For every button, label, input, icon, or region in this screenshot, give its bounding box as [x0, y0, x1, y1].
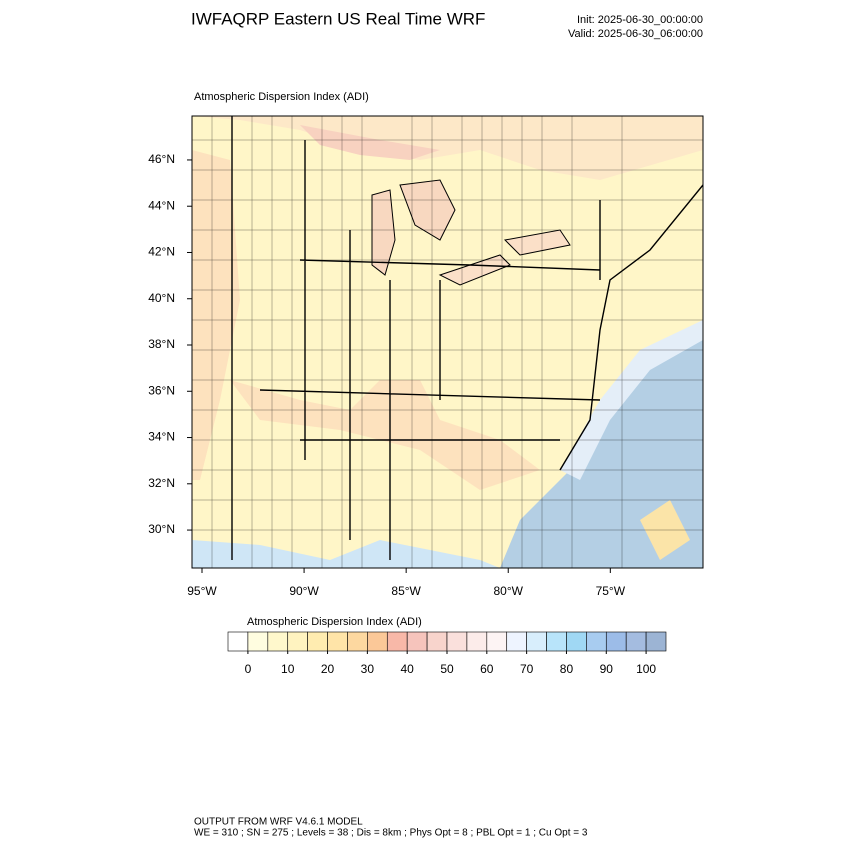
colorbar-box [227, 631, 249, 652]
colorbar-box [625, 631, 647, 652]
colorbar-box [586, 631, 607, 652]
colorbar-box [367, 631, 388, 652]
y-tick-label: 34°N [148, 430, 175, 444]
colorbar-tick-label: 50 [440, 662, 454, 676]
colorbar-box [327, 631, 348, 652]
y-tick-label: 42°N [148, 245, 175, 259]
colorbar-title: Atmospheric Dispersion Index (ADI) [247, 616, 422, 628]
y-tick-label: 46°N [148, 152, 175, 166]
init-time: Init: 2025-06-30_00:00:00 [577, 14, 703, 26]
colorbar-box [267, 631, 289, 652]
colorbar-box [347, 631, 368, 652]
colorbar-tick-label: 90 [600, 662, 614, 676]
colorbar-box [307, 631, 328, 652]
colorbar-box [287, 631, 308, 652]
y-tick-label: 32°N [148, 476, 175, 490]
map [192, 116, 703, 568]
colorbar-tick-label: 60 [480, 662, 494, 676]
x-tick-label: 90°W [289, 584, 319, 598]
colorbar-tick-label: 40 [401, 662, 415, 676]
colorbar-tick-label: 80 [560, 662, 574, 676]
footer-line: OUTPUT FROM WRF V4.6.1 MODEL [194, 817, 363, 828]
x-tick-label: 95°W [187, 584, 217, 598]
colorbar-box [466, 631, 488, 652]
map-frame [191, 115, 704, 569]
y-tick-label: 40°N [148, 291, 175, 305]
colorbar-tick-label: 70 [520, 662, 534, 676]
colorbar-tick-label: 10 [281, 662, 295, 676]
colorbar-box [406, 631, 428, 652]
y-tick-label: 38°N [148, 337, 175, 351]
x-tick-label: 75°W [596, 584, 626, 598]
title: IWFAQRP Eastern US Real Time WRF [191, 9, 485, 28]
colorbar-tick-label: 100 [636, 662, 656, 676]
valid-time: Valid: 2025-06-30_06:00:00 [568, 28, 703, 40]
y-tick-label: 44°N [148, 198, 175, 212]
colorbar-box [526, 631, 547, 652]
colorbar-box [486, 631, 508, 652]
y-tick-label: 36°N [148, 383, 175, 397]
colorbar-box [605, 631, 627, 652]
colorbar-box [506, 631, 527, 652]
x-tick-label: 80°W [493, 584, 523, 598]
x-tick-label: 85°W [391, 584, 421, 598]
colorbar-box [566, 631, 587, 652]
y-tick-label: 30°N [148, 522, 175, 536]
colorbar-tick-label: 0 [245, 662, 252, 676]
footer-line: WE = 310 ; SN = 275 ; Levels = 38 ; Dis … [194, 828, 588, 839]
colorbar-box [247, 631, 269, 652]
colorbar-box [426, 631, 448, 652]
colorbar-box [386, 631, 408, 652]
colorbar-box [446, 631, 468, 652]
colorbar-box [546, 631, 567, 652]
map-title: Atmospheric Dispersion Index (ADI) [194, 91, 369, 103]
colorbar-tick-label: 30 [361, 662, 375, 676]
colorbar-box [645, 631, 667, 652]
colorbar-tick-label: 20 [321, 662, 335, 676]
